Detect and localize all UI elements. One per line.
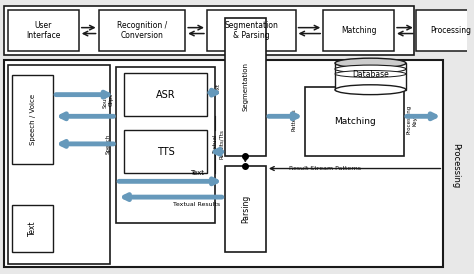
Text: Recognition /
Conversion: Recognition / Conversion bbox=[117, 21, 167, 40]
Text: Result Stream Patterns: Result Stream Patterns bbox=[289, 166, 361, 171]
Ellipse shape bbox=[335, 58, 406, 68]
Ellipse shape bbox=[335, 65, 406, 73]
Text: ASR: ASR bbox=[155, 90, 175, 100]
Text: TTS: TTS bbox=[156, 147, 174, 157]
Bar bbox=[4, 60, 443, 267]
Bar bbox=[124, 73, 207, 116]
Bar bbox=[116, 67, 215, 223]
Text: Speech / Voice: Speech / Voice bbox=[29, 94, 36, 145]
Ellipse shape bbox=[335, 85, 406, 95]
Text: Sound
Clips: Sound Clips bbox=[103, 91, 114, 108]
Bar bbox=[4, 6, 414, 55]
Text: Textual
Results/Tts: Textual Results/Tts bbox=[213, 129, 224, 159]
Text: Text: Text bbox=[216, 84, 221, 95]
Text: Segmentation
& Parsing: Segmentation & Parsing bbox=[224, 21, 278, 40]
Text: Parsing: Parsing bbox=[241, 195, 250, 223]
Text: Patterns: Patterns bbox=[291, 108, 296, 131]
Text: Segmentation: Segmentation bbox=[242, 62, 248, 111]
Bar bbox=[8, 10, 79, 51]
Text: Processing: Processing bbox=[451, 143, 460, 188]
Text: User
Interface: User Interface bbox=[26, 21, 61, 40]
Text: Processing
Keys: Processing Keys bbox=[406, 105, 417, 134]
Text: Speech: Speech bbox=[106, 134, 111, 154]
Bar bbox=[225, 165, 266, 252]
Text: Matching: Matching bbox=[334, 117, 375, 126]
Bar bbox=[124, 130, 207, 173]
Bar bbox=[207, 10, 296, 51]
Text: Text: Text bbox=[190, 170, 204, 176]
Text: Database: Database bbox=[352, 70, 389, 79]
Text: Text: Text bbox=[28, 221, 37, 236]
Bar bbox=[99, 10, 185, 51]
Bar bbox=[225, 18, 266, 156]
Bar bbox=[12, 75, 53, 164]
Ellipse shape bbox=[335, 70, 406, 77]
Bar bbox=[8, 65, 110, 264]
Bar bbox=[12, 205, 53, 252]
Text: Matching: Matching bbox=[341, 26, 376, 35]
Text: Processing: Processing bbox=[431, 26, 472, 35]
Bar bbox=[335, 63, 406, 90]
Text: Textual Results: Textual Results bbox=[173, 202, 220, 207]
Bar bbox=[305, 87, 404, 156]
Bar bbox=[323, 10, 394, 51]
Bar bbox=[416, 10, 474, 51]
